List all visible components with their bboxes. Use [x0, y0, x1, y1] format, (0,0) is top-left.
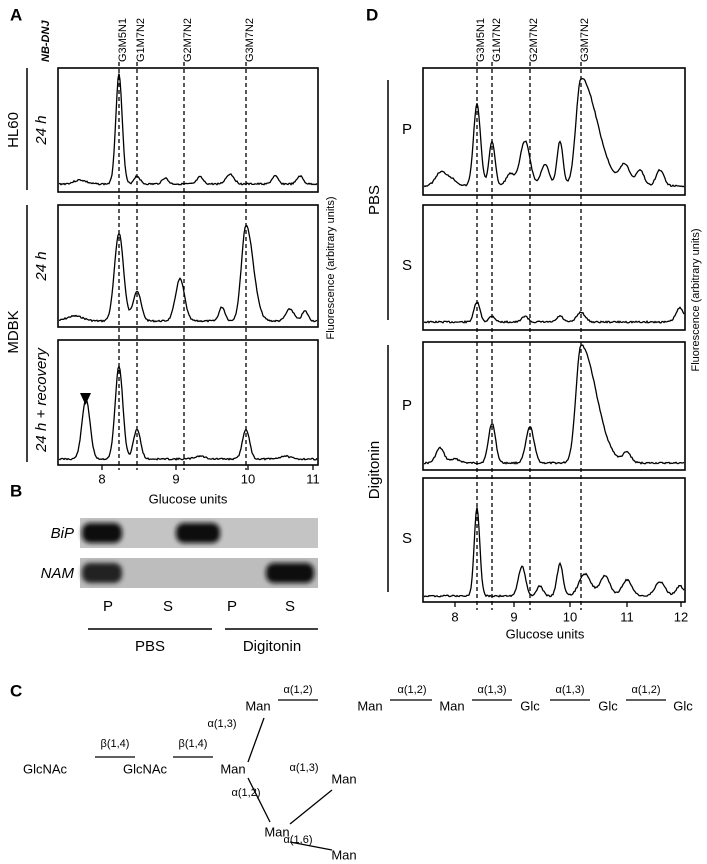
trace [423, 77, 685, 188]
trace [423, 507, 685, 598]
x-tick-label: 8 [98, 471, 105, 486]
x-axis-label: Glucose units [506, 626, 585, 641]
cell-line: HL60 [5, 112, 22, 148]
trace-box [422, 341, 686, 471]
condition: 24 h [33, 115, 50, 145]
glycan-node: Man [439, 698, 464, 713]
trace [58, 364, 318, 461]
lane-label: P [103, 598, 113, 615]
x-tick-label: 12 [674, 609, 688, 624]
linkage: α(1,3) [290, 762, 319, 774]
panel-label: A [10, 5, 22, 24]
glycan-node: Man [220, 761, 245, 776]
trace [423, 344, 685, 465]
x-tick-label: 11 [306, 471, 320, 486]
treatment-label: NB-DNJ [40, 20, 52, 62]
x-axis-label: Glucose units [149, 491, 228, 506]
linkage: α(1,3) [208, 718, 237, 730]
y-axis-label: Fluorescence (arbitrary units) [690, 228, 702, 371]
panel-label: B [10, 481, 22, 500]
gel-band [266, 563, 314, 583]
x-tick-label: 8 [451, 609, 458, 624]
peak-header: G3M7N2 [579, 18, 591, 62]
glycan-node: GlcNAc [23, 761, 68, 776]
group-label: Digitonin [366, 441, 383, 499]
glycan-node: Man [264, 824, 289, 839]
linkage: α(1,6) [284, 834, 313, 846]
linkage: α(1,2) [284, 684, 313, 696]
peak-header: G2M7N2 [182, 18, 194, 62]
linkage: α(1,3) [478, 684, 507, 696]
peak-header: G1M7N2 [491, 18, 503, 62]
y-axis-label: Fluorescence (arbitrary units) [325, 196, 337, 339]
peak-header: G3M5N1 [117, 18, 129, 62]
linkage: α(1,3) [556, 684, 585, 696]
group-label: PBS [135, 638, 165, 655]
trace-box [57, 67, 319, 193]
trace [423, 301, 685, 324]
trace-box [422, 477, 686, 603]
glycan-node: Man [245, 698, 270, 713]
glycan-node: GlcNAc [123, 761, 168, 776]
group-label: Digitonin [243, 638, 301, 655]
glycan-node: Glc [673, 698, 693, 713]
x-tick-label: 10 [563, 609, 577, 624]
linkage: β(1,4) [101, 738, 130, 750]
gel-band [176, 523, 220, 543]
gel-band [82, 523, 122, 543]
glycan-node: Man [331, 847, 356, 862]
fraction-label: P [402, 397, 412, 414]
trace-box [57, 204, 319, 328]
figure-layer: A NB-DNJ G3M5N1 G1M7N2 G2M7N2 G3M7N2 HL6… [5, 5, 702, 862]
condition: 24 h + recovery [33, 347, 50, 453]
fraction-label: S [402, 530, 412, 547]
fraction-label: P [402, 121, 412, 138]
linkage: α(1,2) [398, 684, 427, 696]
peak-header: G2M7N2 [528, 18, 540, 62]
trace-box [422, 67, 686, 196]
cell-line: MDBK [5, 310, 22, 353]
glycan-node: Glc [598, 698, 618, 713]
peak-header: G3M7N2 [244, 18, 256, 62]
panel-label: C [10, 681, 22, 700]
glycan-bonds [95, 699, 666, 851]
x-tick-label: 10 [241, 471, 255, 486]
glycan-node: Man [357, 698, 382, 713]
x-tick-label: 11 [620, 609, 634, 624]
x-tick-label: 9 [510, 609, 517, 624]
linkage: β(1,4) [179, 738, 208, 750]
glycan-node: Glc [520, 698, 540, 713]
panel-label: D [366, 5, 378, 24]
gel-band [82, 563, 122, 583]
x-tick-label: 9 [172, 471, 179, 486]
peak-header: G3M5N1 [475, 18, 487, 62]
lane-label: S [163, 598, 173, 615]
trace-box [422, 204, 686, 331]
group-label: PBS [366, 185, 383, 215]
trace [58, 73, 318, 186]
peak-header: G1M7N2 [135, 18, 147, 62]
lane-label: P [227, 598, 237, 615]
lane-label: S [285, 598, 295, 615]
linkage: α(1,2) [632, 684, 661, 696]
trace [58, 224, 318, 323]
gel-row-label: NAM [41, 565, 75, 582]
gel-row-label: BiP [51, 525, 74, 542]
trace-box [57, 339, 319, 466]
glycan-node: Man [331, 771, 356, 786]
condition: 24 h [33, 251, 50, 281]
fraction-label: S [402, 257, 412, 274]
